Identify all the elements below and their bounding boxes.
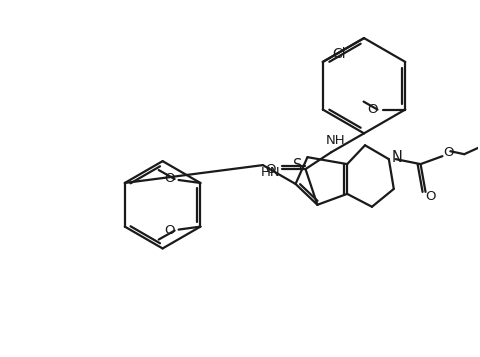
Text: O: O [425, 190, 436, 203]
Text: HN: HN [261, 166, 281, 178]
Text: O: O [164, 172, 175, 186]
Text: O: O [367, 103, 377, 116]
Text: O: O [265, 162, 276, 176]
Text: N: N [391, 150, 402, 165]
Text: S: S [293, 157, 302, 172]
Text: Cl: Cl [333, 47, 347, 61]
Text: NH: NH [326, 134, 346, 147]
Text: O: O [164, 224, 175, 237]
Text: O: O [443, 146, 454, 159]
